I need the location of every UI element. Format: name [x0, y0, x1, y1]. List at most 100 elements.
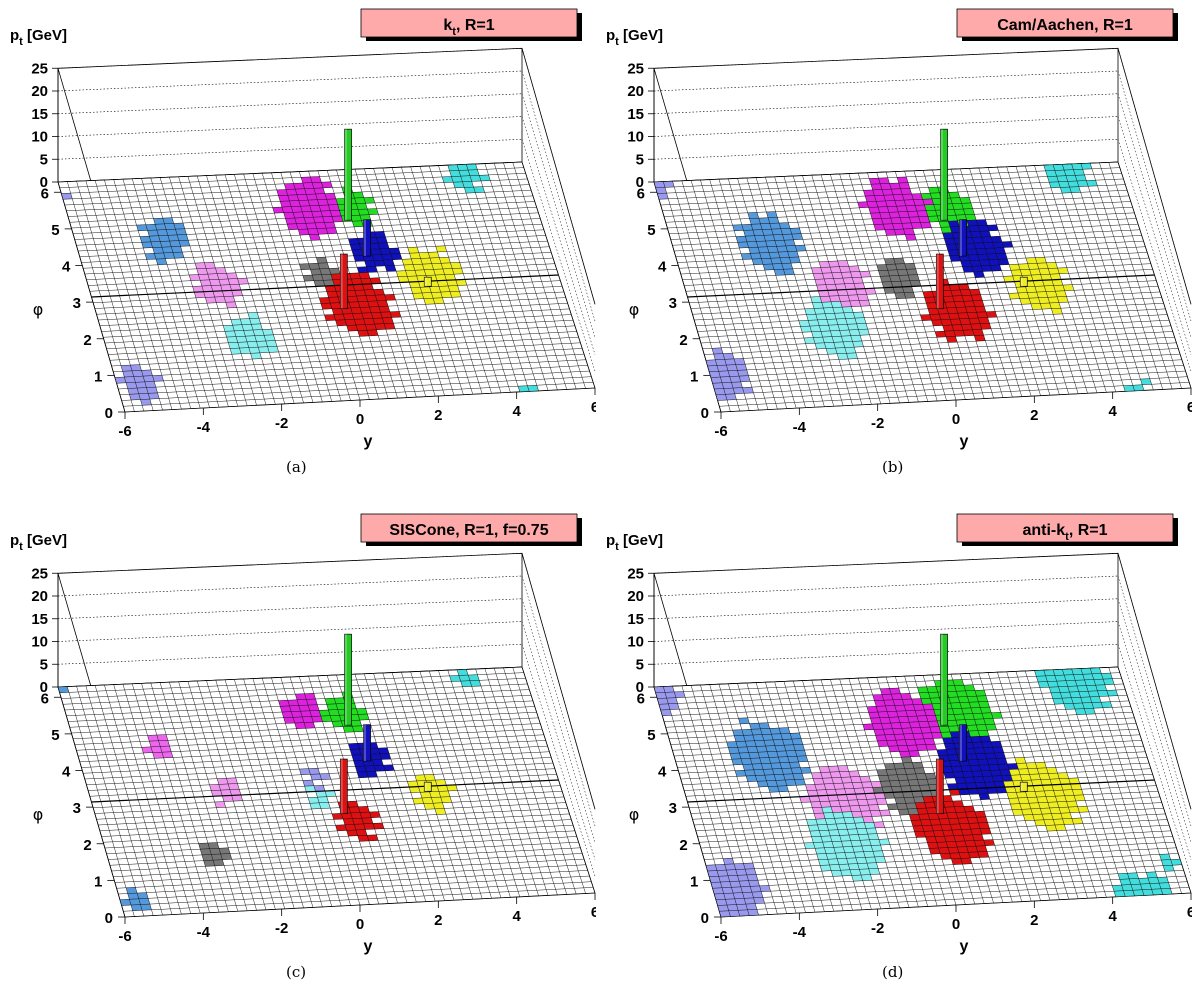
jet-cell	[734, 358, 746, 365]
jet-area	[1003, 257, 1074, 315]
jet-cell	[328, 297, 340, 304]
jet-cell	[800, 326, 812, 333]
z-gridline	[57, 621, 523, 642]
jet-cell	[129, 393, 141, 400]
jet-cell	[455, 279, 467, 286]
jet-cell	[1073, 169, 1085, 176]
phi-pi-line	[687, 779, 1155, 803]
jet-cell	[940, 853, 952, 860]
z-gridline-right	[1117, 70, 1192, 322]
jet-cell	[872, 189, 884, 196]
jet-cell	[249, 318, 261, 325]
jet-cell	[963, 805, 975, 812]
jet-cell	[874, 792, 886, 799]
lego-plot-panel: 0 5 10 15 20 25 -6 -4 -2 0 2 4 6 0 1 2 3 4 5 6 y φ pt [GeV] ant…	[596, 505, 1192, 1000]
jet-cell	[860, 810, 872, 817]
jet-cell	[378, 747, 390, 754]
jet-cell	[806, 819, 818, 826]
jet-cell	[1073, 674, 1085, 681]
jet-cell	[785, 779, 797, 786]
z-axis-label-sub: t	[615, 541, 619, 553]
z-gridline	[57, 93, 523, 115]
jet-cell	[950, 731, 962, 738]
jet-cell	[973, 300, 985, 307]
jet-cell	[880, 275, 892, 283]
jet-cell	[744, 769, 756, 776]
jet-cell	[887, 206, 899, 213]
jet-cell	[887, 803, 899, 810]
jet-cell	[152, 752, 164, 759]
z-tick-label: 25	[31, 60, 48, 77]
jet-cell	[1049, 181, 1061, 188]
x-axis-label: y	[364, 938, 373, 955]
jet-cell	[792, 773, 804, 780]
jet-cell	[931, 824, 943, 831]
jet-cell	[779, 222, 791, 229]
jet-cell	[985, 311, 997, 318]
grid-line	[702, 830, 1171, 854]
jet-cell	[815, 313, 827, 320]
jet-cell	[409, 786, 421, 793]
jet-cell	[1067, 686, 1079, 692]
jet-cell	[829, 800, 841, 807]
jet-cell	[352, 191, 364, 198]
jet-cell	[870, 183, 882, 190]
jet-cell	[866, 706, 878, 713]
jet-cell	[976, 724, 988, 731]
jet-cell	[889, 275, 901, 282]
jet-cell	[905, 739, 917, 746]
jet-cell	[748, 752, 760, 759]
jet-cell	[267, 346, 279, 353]
jet-cell	[351, 754, 363, 761]
jet-cell	[917, 686, 929, 693]
jet-cell	[973, 776, 985, 783]
grid-line	[57, 666, 523, 688]
jet-cell	[1047, 681, 1059, 688]
jet-cell	[218, 279, 230, 286]
y-tick-label: 0	[701, 910, 709, 927]
jet-cell	[774, 774, 786, 781]
x-tick-label: 0	[952, 411, 960, 428]
jet-cell	[852, 277, 864, 284]
jet-cell	[955, 719, 967, 726]
jet-cell	[326, 291, 338, 298]
jet-cell	[304, 693, 316, 700]
jet-cell	[790, 732, 802, 739]
jet-cell	[1142, 889, 1154, 896]
grid-line	[69, 706, 535, 728]
z-gridline-right	[1117, 598, 1192, 843]
jet-cell	[222, 290, 234, 297]
jet-cell	[918, 216, 930, 223]
particle-tower	[1019, 276, 1028, 287]
jet-cell	[468, 674, 480, 681]
jet-cell	[1062, 818, 1074, 825]
jet-cell	[527, 385, 539, 392]
jet-cell	[330, 210, 342, 217]
jet-cell	[952, 800, 964, 807]
jet-cell	[769, 223, 781, 230]
jet-cell	[231, 795, 243, 802]
jet-cell	[865, 195, 877, 202]
jet-area	[1034, 667, 1173, 897]
jet-cell	[928, 308, 940, 315]
back-wall	[57, 552, 523, 688]
jet-cell	[951, 766, 963, 773]
jet-cell	[1159, 853, 1171, 860]
jet-cell	[1003, 275, 1015, 282]
particle-tower-highlight	[940, 129, 943, 221]
jet-cell	[1065, 175, 1077, 182]
jet-cell	[867, 833, 879, 840]
jet-cell	[783, 773, 795, 780]
jet-cell	[922, 825, 934, 832]
jet-cell	[780, 257, 791, 264]
jet-cell	[226, 336, 238, 343]
jet-cell	[189, 274, 201, 281]
jet-cell	[403, 264, 415, 271]
jet-cell	[1157, 877, 1169, 884]
jet-cell	[423, 298, 435, 305]
jet-cell	[876, 705, 888, 712]
grid-line	[118, 365, 588, 390]
jet-cell	[1062, 669, 1074, 676]
grid-line	[64, 184, 530, 206]
jet-cell	[335, 824, 347, 831]
